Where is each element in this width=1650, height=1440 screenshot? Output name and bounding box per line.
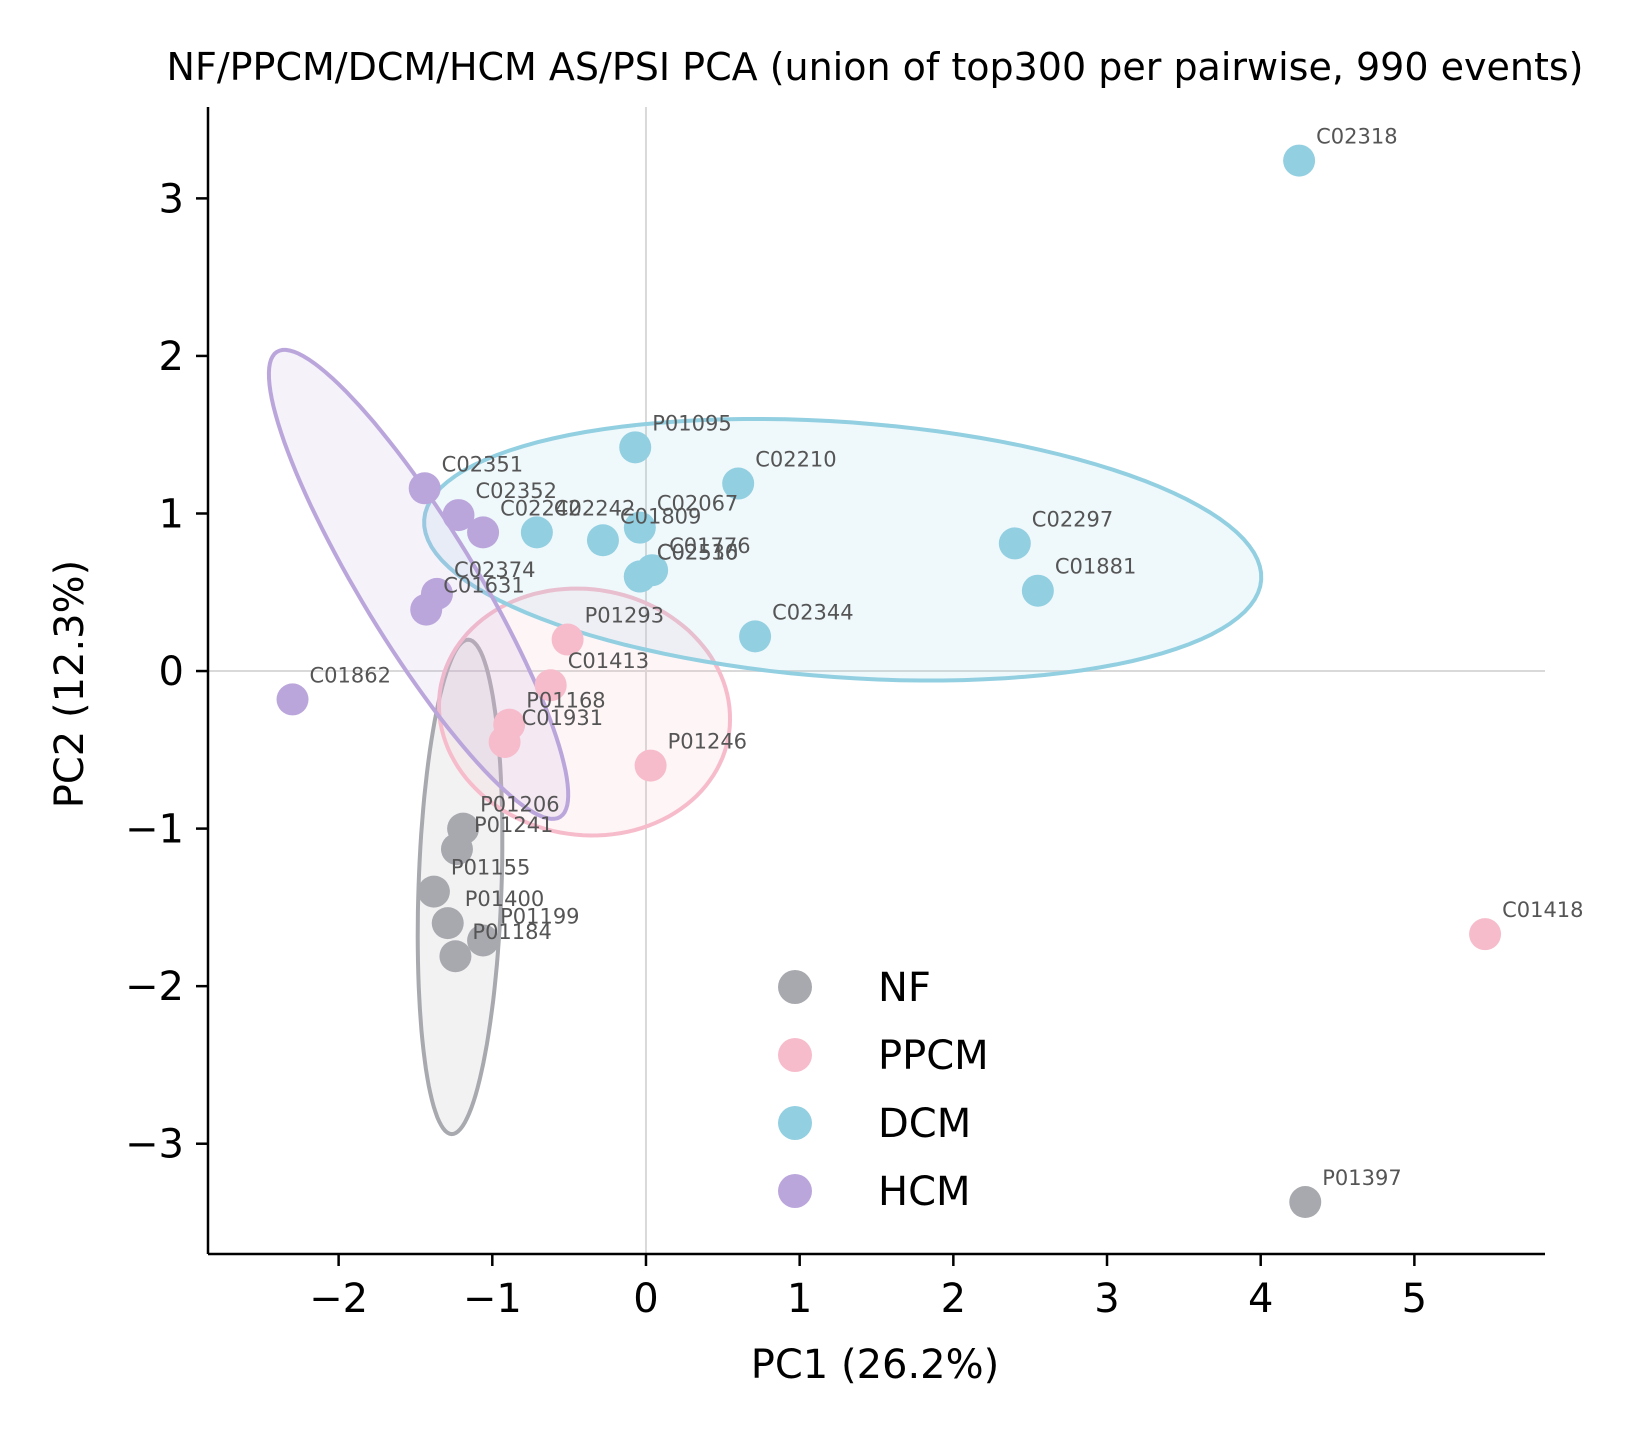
x-tick-label: 2 — [941, 1276, 966, 1322]
legend-marker-dcm — [778, 1106, 812, 1140]
point-c01931 — [488, 725, 521, 758]
point-c01862 — [276, 683, 309, 716]
point-label-p01199: P01199 — [500, 904, 579, 928]
y-tick-label: 1 — [159, 491, 184, 537]
x-tick-label: 5 — [1402, 1276, 1427, 1322]
point-c01413 — [534, 669, 567, 702]
x-tick-label: 1 — [787, 1276, 812, 1322]
chart-title: NF/PPCM/DCM/HCM AS/PSI PCA (union of top… — [167, 45, 1584, 89]
x-tick-label: −1 — [463, 1276, 522, 1322]
legend-label-nf: NF — [878, 965, 931, 1011]
y-tick-label: −1 — [125, 807, 184, 853]
zero-lines — [208, 107, 1545, 1254]
point-label-p01397: P01397 — [1322, 1166, 1401, 1190]
point-p01155 — [417, 875, 450, 908]
point-p01246 — [634, 749, 667, 782]
point-label-c02530: C02530 — [657, 541, 738, 565]
ellipse-hcm — [266, 347, 571, 821]
legend-label-ppcm: PPCM — [878, 1033, 989, 1079]
legend-marker-nf — [778, 970, 812, 1004]
point-p01400 — [431, 907, 464, 940]
point-label-p01168: P01168 — [526, 689, 605, 713]
x-axis-label: PC1 (26.2%) — [751, 1342, 1000, 1388]
x-tick-label: 0 — [633, 1276, 658, 1322]
point-label-c02318: C02318 — [1316, 125, 1397, 149]
point-label-c01413: C01413 — [568, 649, 649, 673]
y-tick-label: −3 — [125, 1122, 184, 1168]
point-label-c02067: C02067 — [657, 492, 738, 516]
point-p01199 — [467, 924, 500, 957]
point-c02242 — [467, 516, 500, 549]
point-label-c01631: C01631 — [443, 574, 524, 598]
point-c01881 — [1021, 574, 1054, 607]
legend-marker-ppcm — [778, 1038, 812, 1072]
point-label-c01418: C01418 — [1502, 898, 1583, 922]
point-label-c02374: C02374 — [454, 558, 535, 582]
point-c02530 — [623, 560, 656, 593]
point-c02351 — [408, 472, 441, 505]
point-label-c02242: C02242 — [500, 496, 581, 520]
point-label-p01184: P01184 — [472, 920, 551, 944]
y-tick-label: 2 — [159, 334, 184, 380]
point-label-c02351: C02351 — [442, 452, 523, 476]
point-label-p01206: P01206 — [480, 793, 559, 817]
point-label-c01862: C01862 — [310, 663, 391, 687]
x-tick-label: 3 — [1094, 1276, 1119, 1322]
point-c02242 — [520, 516, 553, 549]
ticks: −2 −1 0 1 2 3 4 5 −3 −2 −1 0 1 2 3 — [125, 176, 1427, 1322]
point-c02067 — [623, 511, 656, 544]
point-label-c01776: C01776 — [669, 534, 750, 558]
point-label-c02297: C02297 — [1032, 507, 1113, 531]
legend-label-hcm: HCM — [878, 1169, 971, 1215]
point-p01241 — [440, 833, 473, 866]
point-p01184 — [439, 940, 472, 973]
x-tick-label: 4 — [1248, 1276, 1273, 1322]
y-tick-label: 3 — [159, 176, 184, 222]
legend: NF PPCM DCM HCM — [778, 965, 989, 1215]
point-label-p01241: P01241 — [474, 813, 553, 837]
point-c01418 — [1469, 918, 1502, 951]
point-c02352 — [442, 499, 475, 532]
point-c02344 — [739, 620, 772, 653]
legend-label-dcm: DCM — [878, 1101, 971, 1147]
point-label-p01095: P01095 — [652, 411, 731, 435]
point-p01095 — [619, 431, 652, 464]
ellipse-dcm — [422, 417, 1264, 683]
point-label-c02352: C02352 — [475, 479, 556, 503]
point-c01631 — [410, 593, 443, 626]
point-p01293 — [551, 623, 584, 656]
point-label-p01293: P01293 — [585, 604, 664, 628]
point-label-c01931: C01931 — [522, 706, 603, 730]
point-label-p01246: P01246 — [668, 730, 747, 754]
point-label-c02344: C02344 — [772, 600, 853, 624]
legend-marker-hcm — [778, 1174, 812, 1208]
point-label-c02516: C02516 — [657, 541, 738, 565]
y-tick-label: 0 — [159, 649, 184, 695]
y-axis-label: PC2 (12.3%) — [47, 560, 93, 809]
point-c02318 — [1283, 144, 1316, 177]
ellipse-nf — [415, 637, 505, 1137]
axes — [206, 107, 1545, 1256]
point-c02210 — [722, 467, 755, 500]
point-label-p01155: P01155 — [451, 856, 530, 880]
point-label-c02210: C02210 — [755, 448, 836, 472]
point-label-p01400: P01400 — [465, 887, 544, 911]
x-tick-label: −2 — [309, 1276, 368, 1322]
point-c02297 — [998, 527, 1031, 560]
point-p01397 — [1289, 1186, 1322, 1219]
y-tick-label: −2 — [125, 964, 184, 1010]
point-label-c01809: C01809 — [620, 504, 701, 528]
point-label-c02242: C02242 — [554, 496, 635, 520]
point-label-c01881: C01881 — [1055, 555, 1136, 579]
point-c01809 — [586, 524, 619, 557]
data-points — [276, 144, 1502, 1219]
